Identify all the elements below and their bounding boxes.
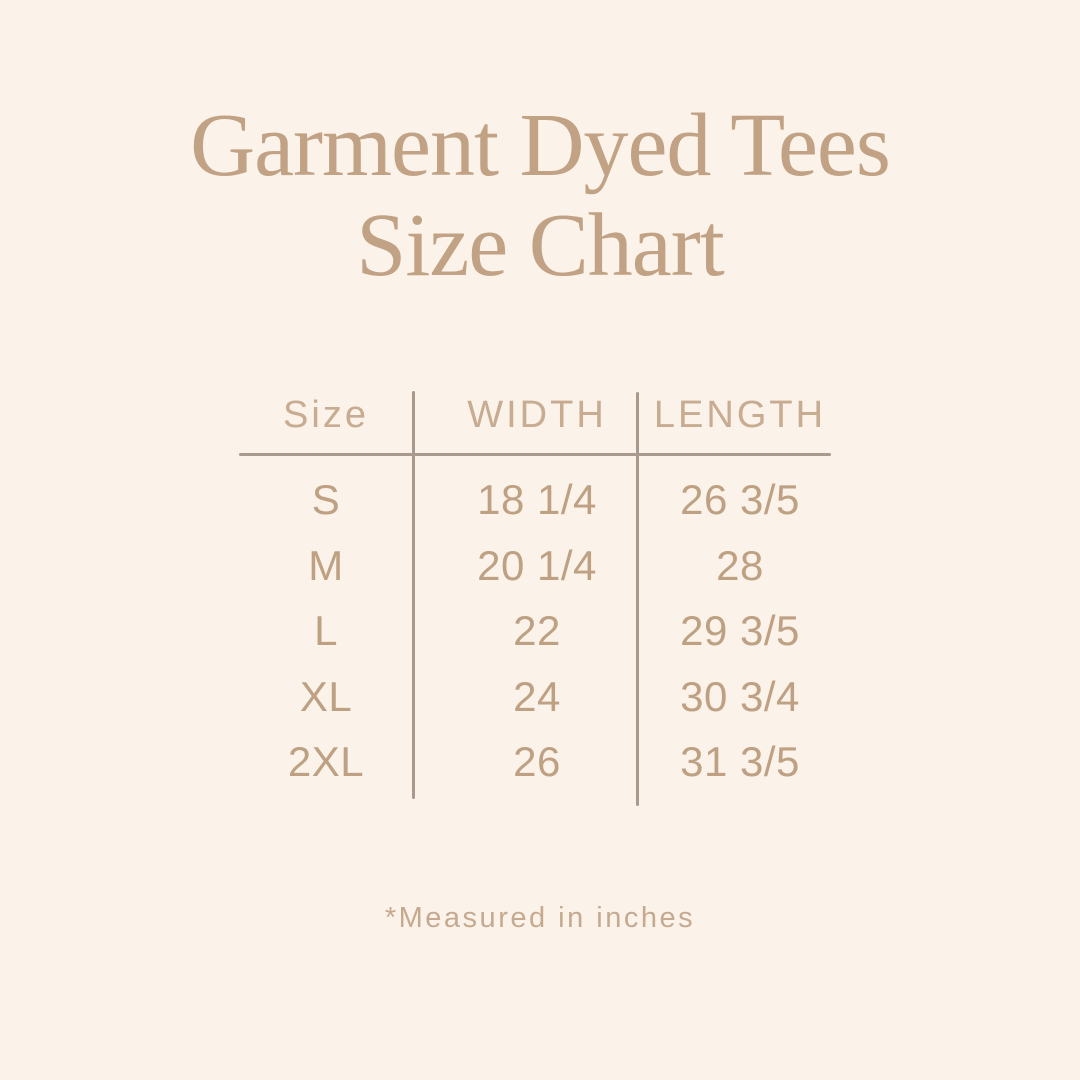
table-divider-vertical-2 xyxy=(636,392,639,806)
header-cell-width: WIDTH xyxy=(467,393,607,436)
length-cell: 26 3/5 xyxy=(680,476,800,523)
measurement-footnote: *Measured in inches xyxy=(384,902,696,934)
header-cell-length: LENGTH xyxy=(653,393,827,436)
size-cell: 2XL xyxy=(287,738,365,785)
header-cell-size: Size xyxy=(283,393,369,436)
table-divider-vertical-1 xyxy=(412,391,415,799)
size-table: Size WIDTH LENGTH S 18 1/4 26 3/5 M 20 1… xyxy=(239,385,831,817)
width-cell: 20 1/4 xyxy=(477,542,597,589)
table-row-l: L 22 29 3/5 xyxy=(239,600,831,662)
page-title: Garment Dyed Tees Size Chart xyxy=(0,96,1080,296)
length-cell: 29 3/5 xyxy=(680,607,800,654)
table-header-row: Size WIDTH LENGTH xyxy=(239,383,831,447)
table-header-rule xyxy=(239,453,831,456)
width-cell: 18 1/4 xyxy=(477,476,597,523)
size-cell: XL xyxy=(299,673,353,720)
table-row-2xl: 2XL 26 31 3/5 xyxy=(239,731,831,793)
table-row-s: S 18 1/4 26 3/5 xyxy=(239,469,831,531)
width-cell: 26 xyxy=(513,738,561,785)
size-cell: L xyxy=(314,607,338,654)
table-row-xl: XL 24 30 3/4 xyxy=(239,666,831,728)
length-cell: 30 3/4 xyxy=(680,673,800,720)
width-cell: 24 xyxy=(513,673,561,720)
width-cell: 22 xyxy=(513,607,561,654)
length-cell: 31 3/5 xyxy=(680,738,800,785)
table-row-m: M 20 1/4 28 xyxy=(239,535,831,597)
size-cell: M xyxy=(308,542,344,589)
length-cell: 28 xyxy=(716,542,764,589)
page-title-line2: Size Chart xyxy=(356,196,724,295)
size-cell: S xyxy=(311,476,341,523)
page-title-line1: Garment Dyed Tees xyxy=(190,96,891,195)
